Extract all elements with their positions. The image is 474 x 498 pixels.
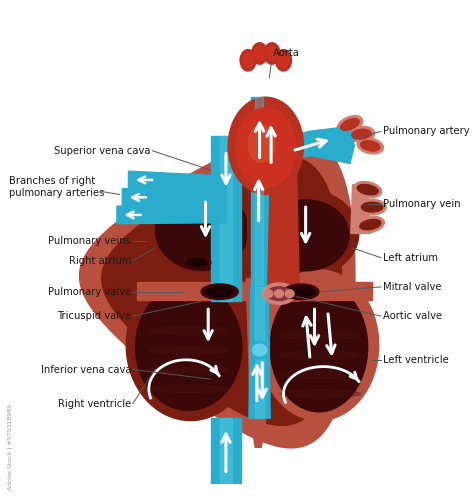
Ellipse shape [357, 184, 378, 195]
Text: Superior vena cava: Superior vena cava [54, 146, 151, 156]
Ellipse shape [337, 116, 363, 133]
Text: Pulmonary vein: Pulmonary vein [383, 199, 460, 209]
Ellipse shape [281, 332, 361, 339]
Ellipse shape [362, 202, 383, 212]
Text: Inferior vena cava: Inferior vena cava [41, 365, 131, 374]
Ellipse shape [253, 190, 359, 277]
Ellipse shape [259, 270, 379, 421]
Polygon shape [80, 135, 355, 448]
Text: Right ventricle: Right ventricle [58, 398, 131, 408]
Polygon shape [259, 126, 355, 163]
Polygon shape [255, 287, 264, 418]
Polygon shape [251, 97, 267, 292]
Polygon shape [267, 175, 300, 301]
Ellipse shape [348, 126, 375, 142]
Text: Mitral valve: Mitral valve [383, 282, 441, 292]
Polygon shape [137, 282, 372, 299]
Polygon shape [255, 97, 263, 292]
Polygon shape [220, 418, 232, 484]
Ellipse shape [240, 50, 256, 71]
Text: Pulmonary veins: Pulmonary veins [48, 236, 131, 246]
Polygon shape [246, 170, 267, 277]
Ellipse shape [288, 287, 315, 297]
Ellipse shape [236, 108, 296, 188]
Polygon shape [211, 136, 241, 301]
Ellipse shape [283, 284, 319, 299]
Ellipse shape [267, 46, 277, 61]
Ellipse shape [149, 385, 228, 393]
Ellipse shape [270, 282, 368, 412]
Polygon shape [220, 136, 232, 301]
Ellipse shape [274, 290, 283, 298]
Ellipse shape [264, 43, 280, 64]
Ellipse shape [262, 200, 349, 271]
Ellipse shape [361, 141, 380, 151]
Text: Aorta: Aorta [273, 48, 300, 58]
Ellipse shape [146, 180, 261, 277]
Polygon shape [128, 171, 226, 194]
Ellipse shape [360, 220, 381, 230]
Text: Left ventricle: Left ventricle [383, 355, 448, 365]
Polygon shape [246, 170, 267, 447]
Ellipse shape [281, 371, 361, 378]
Text: Tricuspid valve: Tricuspid valve [57, 311, 131, 321]
Ellipse shape [182, 256, 211, 269]
Ellipse shape [136, 284, 242, 410]
Polygon shape [249, 287, 270, 418]
Ellipse shape [262, 283, 296, 304]
Ellipse shape [243, 53, 254, 68]
Text: Left atrium: Left atrium [383, 252, 438, 262]
Text: Right atrium: Right atrium [69, 255, 131, 265]
Text: Branches of right
pulmonary arteries: Branches of right pulmonary arteries [9, 176, 104, 198]
Text: Aortic valve: Aortic valve [383, 311, 442, 321]
Ellipse shape [250, 341, 269, 359]
Ellipse shape [254, 46, 265, 61]
Ellipse shape [206, 287, 234, 297]
Ellipse shape [149, 327, 228, 335]
Ellipse shape [264, 290, 273, 298]
Polygon shape [122, 189, 226, 208]
Text: Pulmonary valve: Pulmonary valve [48, 287, 131, 297]
Ellipse shape [248, 125, 274, 162]
Ellipse shape [253, 344, 267, 356]
Ellipse shape [356, 217, 384, 233]
Text: Pulmonary artery: Pulmonary artery [383, 126, 469, 136]
Ellipse shape [126, 270, 255, 421]
Ellipse shape [228, 97, 303, 195]
Ellipse shape [201, 284, 238, 299]
Ellipse shape [357, 138, 383, 154]
Ellipse shape [155, 191, 248, 270]
Polygon shape [117, 205, 226, 224]
Ellipse shape [275, 50, 292, 71]
Ellipse shape [352, 129, 371, 139]
Ellipse shape [252, 43, 267, 64]
Ellipse shape [267, 287, 292, 300]
Polygon shape [102, 155, 341, 425]
Ellipse shape [358, 199, 386, 215]
Ellipse shape [354, 181, 382, 198]
Ellipse shape [149, 346, 228, 354]
Ellipse shape [281, 390, 361, 398]
Ellipse shape [187, 258, 206, 266]
Ellipse shape [149, 366, 228, 374]
Ellipse shape [281, 351, 361, 359]
Polygon shape [351, 185, 370, 234]
Polygon shape [211, 418, 241, 484]
Text: Adobe Stock | #575318985: Adobe Stock | #575318985 [8, 404, 13, 491]
Ellipse shape [341, 119, 359, 130]
Ellipse shape [278, 53, 289, 68]
Ellipse shape [285, 290, 294, 298]
